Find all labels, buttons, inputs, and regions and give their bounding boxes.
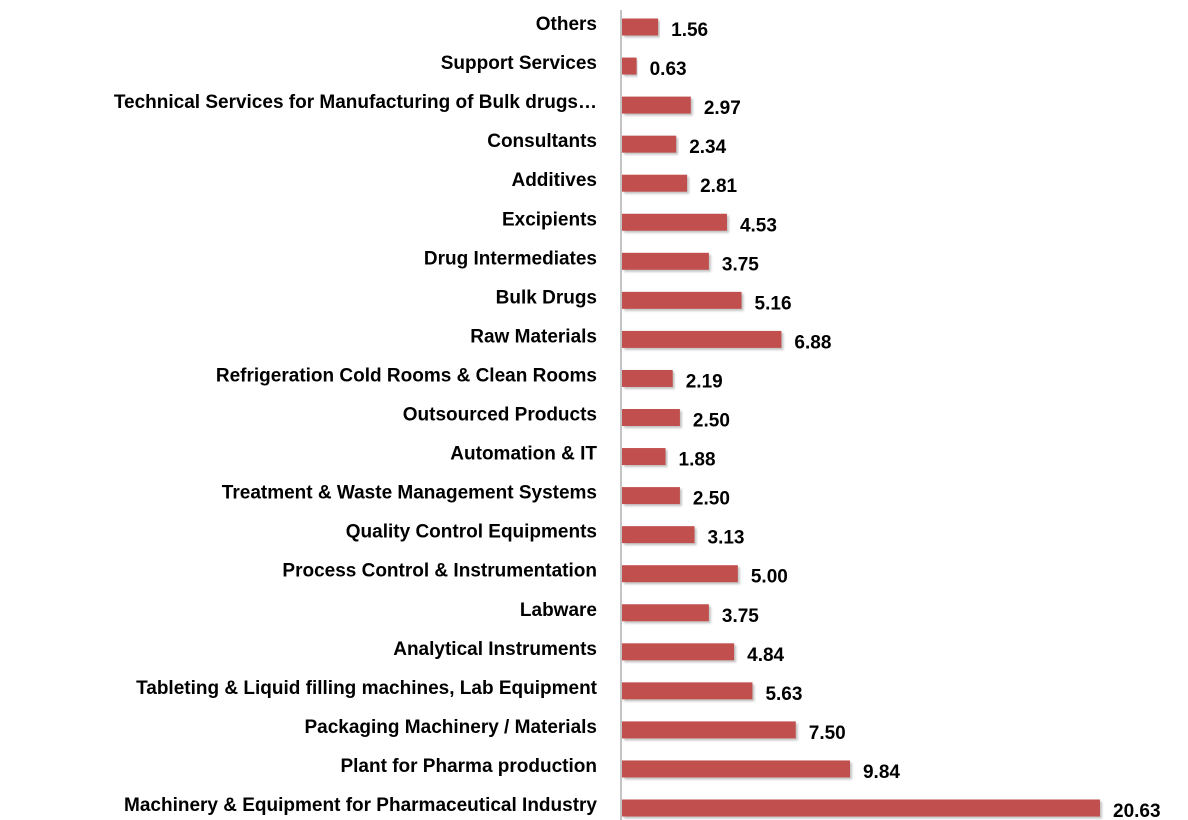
value-label: 9.84 bbox=[863, 762, 900, 783]
value-label: 5.16 bbox=[755, 293, 792, 314]
category-label: Analytical Instruments bbox=[393, 639, 597, 660]
category-label: Bulk Drugs bbox=[496, 287, 597, 308]
bar bbox=[622, 721, 796, 739]
value-label: 3.75 bbox=[722, 254, 759, 275]
bar bbox=[622, 330, 782, 348]
value-label: 1.56 bbox=[671, 20, 708, 41]
value-label: 3.75 bbox=[722, 606, 759, 627]
value-label: 1.88 bbox=[679, 450, 716, 471]
category-label: Packaging Machinery / Materials bbox=[304, 717, 597, 738]
bar bbox=[622, 369, 673, 387]
value-label: 4.53 bbox=[740, 215, 777, 236]
bar bbox=[622, 487, 680, 505]
value-label: 3.13 bbox=[708, 528, 745, 549]
value-label: 20.63 bbox=[1113, 801, 1161, 820]
category-label: Process Control & Instrumentation bbox=[282, 561, 597, 582]
value-label: 5.63 bbox=[765, 684, 802, 705]
value-label: 4.84 bbox=[747, 645, 784, 666]
category-label: Drug Intermediates bbox=[424, 248, 597, 269]
bar bbox=[622, 565, 738, 583]
bar bbox=[622, 760, 850, 778]
category-label: Treatment & Waste Management Systems bbox=[222, 483, 597, 504]
category-label: Technical Services for Manufacturing of … bbox=[114, 92, 597, 113]
category-label: Tableting & Liquid filling machines, Lab… bbox=[136, 678, 598, 699]
bar bbox=[622, 643, 735, 661]
category-label: Excipients bbox=[502, 209, 597, 230]
value-label: 2.97 bbox=[704, 98, 741, 119]
value-label: 2.81 bbox=[700, 176, 737, 197]
category-label: Consultants bbox=[487, 131, 597, 152]
bar bbox=[622, 448, 666, 466]
bar bbox=[622, 135, 677, 153]
bar bbox=[622, 18, 659, 36]
bar bbox=[622, 291, 742, 309]
bar bbox=[622, 682, 753, 700]
bar bbox=[622, 96, 691, 114]
category-label: Machinery & Equipment for Pharmaceutical… bbox=[124, 795, 597, 816]
value-label: 6.88 bbox=[794, 332, 831, 353]
category-label: Additives bbox=[511, 170, 597, 191]
bar bbox=[622, 57, 637, 75]
value-label: 2.50 bbox=[693, 489, 730, 510]
bar bbox=[622, 799, 1100, 817]
bar bbox=[622, 526, 695, 544]
category-label: Support Services bbox=[441, 53, 597, 74]
bar bbox=[622, 174, 688, 192]
bar bbox=[622, 213, 727, 231]
category-label: Refrigeration Cold Rooms & Clean Rooms bbox=[216, 365, 597, 386]
category-label: Quality Control Equipments bbox=[346, 522, 597, 543]
category-label: Automation & IT bbox=[450, 444, 597, 465]
bar bbox=[622, 604, 709, 622]
value-label: 0.63 bbox=[650, 59, 687, 80]
value-label: 7.50 bbox=[809, 723, 846, 744]
value-label: 2.34 bbox=[689, 137, 726, 158]
value-label: 5.00 bbox=[751, 567, 788, 588]
value-label: 2.50 bbox=[693, 411, 730, 432]
category-label: Others bbox=[536, 14, 597, 35]
category-label: Raw Materials bbox=[470, 326, 597, 347]
category-label: Outsourced Products bbox=[403, 405, 597, 426]
category-label: Plant for Pharma production bbox=[340, 756, 597, 777]
bar bbox=[622, 409, 680, 426]
category-label: Labware bbox=[520, 600, 597, 621]
bar bbox=[622, 252, 709, 270]
value-label: 2.19 bbox=[686, 371, 723, 392]
